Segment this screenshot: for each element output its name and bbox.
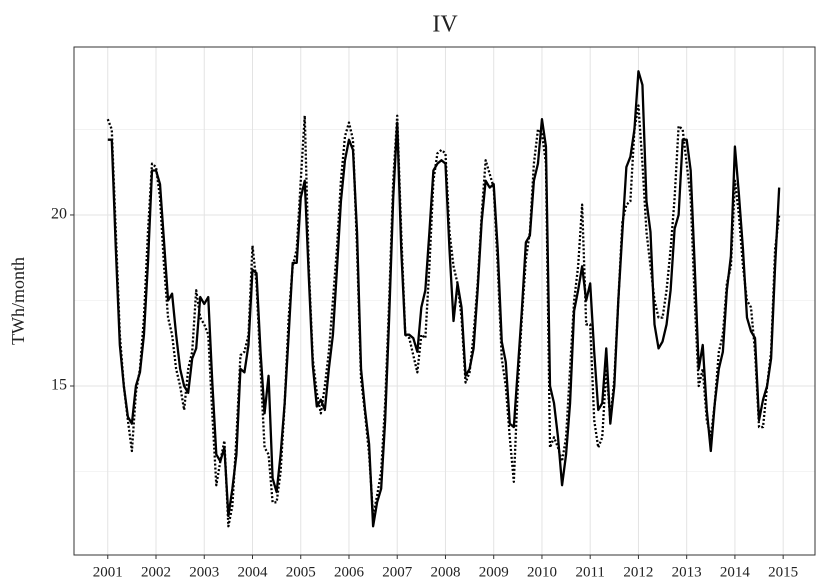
x-tick-label: 2003: [189, 564, 219, 580]
plot-border: [73, 46, 816, 556]
x-tick-label: 2012: [623, 564, 653, 580]
x-tick-label: 2013: [672, 564, 702, 580]
x-tick-label: 2008: [430, 564, 460, 580]
x-tick-label: 2014: [720, 564, 751, 580]
x-tick-label: 2015: [768, 564, 798, 580]
x-tick-label: 2011: [575, 564, 604, 580]
x-tick-label: 2005: [286, 564, 316, 580]
x-tick-label: 2009: [479, 564, 509, 580]
y-tick-label: 20: [51, 206, 67, 223]
x-tick-label: 2010: [527, 564, 557, 580]
x-tick-label: 2007: [382, 564, 413, 580]
line-series: [107, 70, 781, 528]
x-tick-label: 2006: [334, 564, 365, 580]
x-tick-label: 2004: [237, 564, 268, 580]
chart-title: IV: [432, 12, 458, 38]
x-tick-label: 2001: [93, 564, 123, 580]
x-tick-label: 2002: [141, 564, 171, 580]
plot-background: [74, 47, 815, 555]
y-axis-label: TWh/month: [8, 257, 28, 345]
line-series: [106, 104, 781, 528]
y-tick-label: 15: [51, 377, 67, 394]
